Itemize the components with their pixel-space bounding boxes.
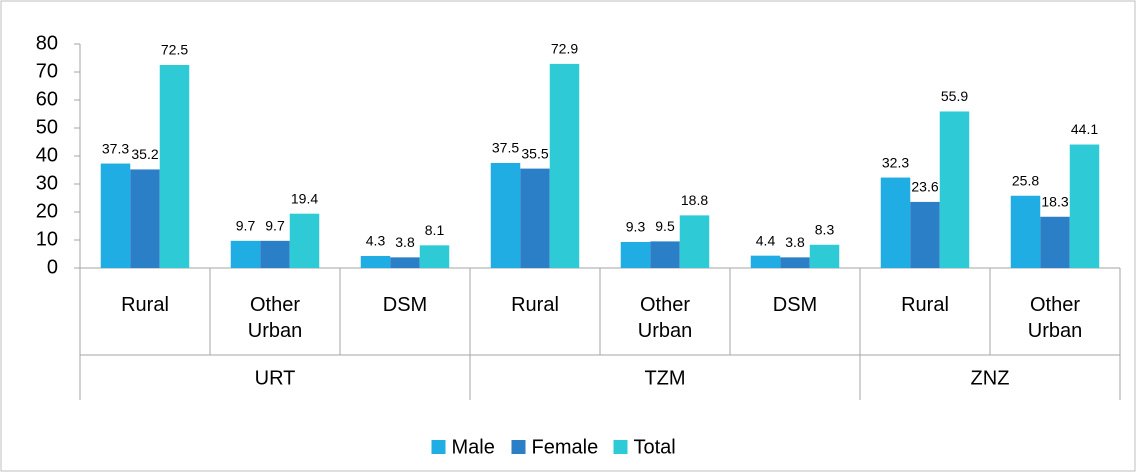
group-label: TZM — [644, 367, 685, 389]
bar — [880, 177, 911, 268]
bar — [390, 257, 420, 268]
y-tick-label: 30 — [36, 172, 58, 194]
bar — [230, 240, 261, 268]
bar — [520, 168, 550, 268]
x-tick-label: Rural — [121, 294, 169, 316]
bar — [289, 213, 320, 268]
x-tick-label: Other Urban — [247, 294, 303, 342]
bar — [809, 244, 840, 268]
y-tick-label: 10 — [36, 228, 58, 250]
legend-label: Female — [532, 436, 599, 458]
y-tick-label: 80 — [36, 32, 58, 54]
y-tick-label: 50 — [36, 116, 58, 138]
bar — [910, 201, 940, 268]
legend-swatch — [511, 440, 526, 454]
value-label: 72.5 — [161, 42, 188, 58]
bar — [549, 63, 580, 268]
x-tick-label: DSM — [382, 294, 428, 316]
x-tick-label: Other Urban — [637, 294, 693, 342]
bar — [260, 240, 290, 268]
value-label: 23.6 — [911, 179, 938, 195]
x-tick-label: Other Urban — [1027, 294, 1083, 342]
x-tick-label: Rural — [901, 294, 949, 316]
bar — [490, 163, 521, 268]
bar — [1069, 144, 1100, 268]
y-tick-label: 20 — [36, 200, 58, 222]
bar — [1010, 195, 1041, 268]
value-label: 9.5 — [655, 218, 675, 234]
value-label: 25.8 — [1012, 172, 1039, 188]
value-label: 9.7 — [265, 218, 285, 234]
bar — [360, 255, 391, 268]
legend-label: Male — [452, 436, 495, 458]
value-label: 4.4 — [756, 232, 776, 248]
value-label: 19.4 — [291, 190, 318, 206]
value-label: 55.9 — [941, 88, 968, 104]
bar — [679, 215, 710, 268]
value-label: 18.3 — [1041, 193, 1068, 209]
value-label: 18.8 — [681, 192, 708, 208]
y-tick-label: 40 — [36, 144, 58, 166]
bar — [620, 241, 651, 268]
group-label: ZNZ — [971, 367, 1010, 389]
legend-swatch — [613, 440, 628, 454]
legend-label: Total — [634, 436, 676, 458]
group-label: URT — [255, 367, 296, 389]
bar — [100, 163, 131, 268]
value-label: 3.8 — [785, 234, 805, 250]
y-tick-label: 70 — [36, 60, 58, 82]
y-tick-label: 0 — [47, 256, 58, 278]
value-label: 44.1 — [1071, 121, 1098, 137]
value-label: 8.1 — [425, 222, 445, 238]
bar — [130, 169, 160, 268]
bar — [750, 255, 781, 268]
value-label: 9.7 — [236, 218, 256, 234]
y-tick-label: 60 — [36, 88, 58, 110]
value-label: 35.2 — [131, 146, 158, 162]
value-label: 32.3 — [882, 154, 909, 170]
value-label: 9.3 — [626, 219, 646, 235]
bar — [419, 245, 450, 268]
x-tick-label: DSM — [772, 294, 818, 316]
value-label: 8.3 — [815, 221, 835, 237]
value-label: 37.5 — [492, 140, 519, 156]
value-label: 37.3 — [102, 140, 129, 156]
legend-swatch — [431, 440, 446, 454]
bar — [159, 65, 190, 268]
bar — [939, 111, 970, 268]
value-label: 35.5 — [521, 145, 548, 161]
value-label: 4.3 — [366, 233, 386, 249]
x-tick-label: Rural — [511, 294, 559, 316]
value-label: 3.8 — [395, 234, 415, 250]
value-label: 72.9 — [551, 41, 578, 57]
bar — [650, 241, 680, 268]
bar — [1040, 216, 1070, 268]
bar — [780, 257, 810, 268]
